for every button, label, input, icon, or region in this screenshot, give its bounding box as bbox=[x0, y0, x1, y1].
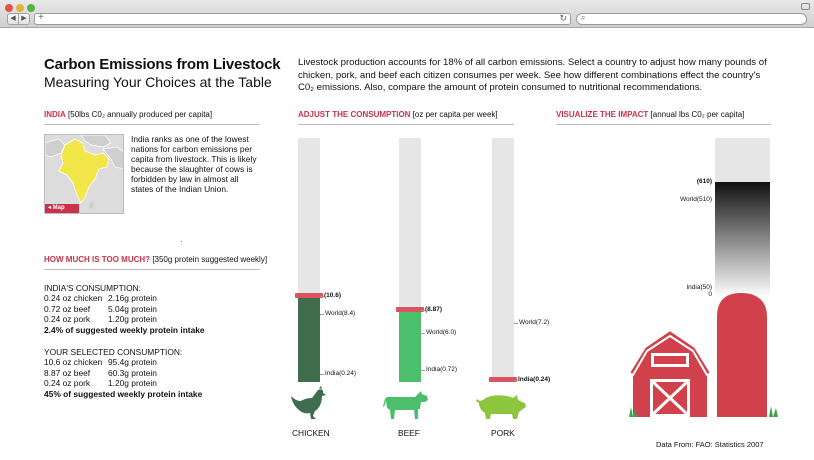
impact-zero-label: 0 bbox=[708, 291, 712, 298]
intro-text: Livestock production accounts for 18% of… bbox=[298, 57, 767, 93]
cow-icon bbox=[383, 391, 428, 419]
protein-heading-note: [350g protein suggested weekly] bbox=[152, 255, 268, 264]
beef-world-tick bbox=[421, 333, 425, 335]
chicken-india-label: India(0.24) bbox=[325, 370, 357, 378]
beef-label: BEEF bbox=[398, 428, 420, 438]
chicken-slider-handle[interactable] bbox=[295, 292, 323, 298]
impact-fill bbox=[715, 181, 770, 297]
data-credit: Data From: FAO: Statistics 2007 bbox=[656, 440, 764, 449]
page-content: Carbon Emissions from Livestock Measurin… bbox=[0, 29, 814, 460]
beef-slider-handle[interactable] bbox=[396, 306, 424, 312]
impact-heading-title: VISUALIZE THE IMPACT bbox=[556, 110, 649, 119]
adjust-heading: ADJUST THE CONSUMPTION [oz per capita pe… bbox=[298, 110, 514, 125]
pork-world-tick bbox=[514, 323, 518, 325]
list-item: 0.24 oz pork 1.20g protein bbox=[44, 378, 157, 389]
country-consumption-title: INDIA'S CONSUMPTION: bbox=[44, 283, 141, 293]
beef-india-label: India(0.72) bbox=[426, 366, 458, 374]
beef-value-tick bbox=[421, 309, 425, 311]
chicken-value-tick bbox=[320, 295, 324, 297]
chicken-label: CHICKEN bbox=[292, 428, 330, 438]
adjust-heading-title: ADJUST THE CONSUMPTION bbox=[298, 110, 411, 119]
divider-dot bbox=[181, 241, 182, 242]
list-item: 0.24 oz pork 1.20g protein bbox=[44, 314, 157, 325]
page-subtitle: Measuring Your Choices at the Table bbox=[44, 74, 272, 90]
country-map[interactable]: ◂ Map bbox=[44, 134, 124, 214]
selected-protein-summary: 45% of suggested weekly protein intake bbox=[44, 388, 203, 399]
barn-icon bbox=[627, 293, 778, 417]
impact-world-label: World(510) bbox=[679, 196, 712, 204]
protein-heading-title: HOW MUCH IS TOO MUCH? bbox=[44, 255, 151, 264]
search-icon: ⌕ bbox=[581, 13, 586, 22]
chicken-world-tick bbox=[320, 313, 324, 315]
pork-label: PORK bbox=[491, 428, 515, 438]
impact-value-label: (610) bbox=[696, 177, 712, 185]
add-bookmark-icon[interactable]: + bbox=[38, 12, 44, 23]
impact-heading-note: [annual lbs C0₂ per capita] bbox=[650, 110, 745, 119]
pork-world-label: World(7.2) bbox=[519, 319, 550, 327]
protein-heading: HOW MUCH IS TOO MUCH? [350g protein sugg… bbox=[44, 255, 267, 270]
list-item: 10.6 oz chicken 95.4g protein bbox=[44, 357, 157, 368]
pork-value-label: India(0.24) bbox=[518, 376, 551, 384]
selected-consumption: YOUR SELECTED CONSUMPTION: 10.6 oz chick… bbox=[44, 347, 202, 399]
forward-button[interactable]: ▶ bbox=[18, 13, 30, 25]
pork-slider-handle[interactable] bbox=[489, 377, 517, 383]
chicken-icon bbox=[291, 386, 326, 419]
page-title: Carbon Emissions from Livestock bbox=[44, 56, 281, 73]
country-name: INDIA bbox=[44, 110, 66, 119]
list-item: 0.24 oz chicken 2.16g protein bbox=[44, 293, 157, 304]
close-window-button[interactable] bbox=[5, 4, 13, 12]
selected-consumption-title: YOUR SELECTED CONSUMPTION: bbox=[44, 347, 183, 357]
pork-value-tick bbox=[514, 380, 518, 382]
pig-icon bbox=[476, 395, 526, 419]
beef-slider-fill bbox=[399, 309, 421, 382]
impact-heading: VISUALIZE THE IMPACT [annual lbs C0₂ per… bbox=[556, 110, 771, 125]
india-map-icon bbox=[45, 135, 123, 213]
country-protein-summary: 2.4% of suggested weekly protein intake bbox=[44, 324, 205, 335]
country-description: India ranks as one of the lowest nations… bbox=[131, 134, 257, 194]
list-item: 8.87 oz beef 60.3g protein bbox=[44, 367, 157, 378]
address-bar[interactable]: + ↻ bbox=[34, 12, 571, 25]
pork-slider-track[interactable] bbox=[492, 138, 514, 382]
impact-india-label: India(50) bbox=[686, 283, 712, 291]
adjust-heading-note: [oz per capita per week] bbox=[412, 110, 498, 119]
chicken-slider-fill bbox=[298, 295, 320, 382]
country-heading: INDIA [50lbs C0₂ annually produced per c… bbox=[44, 110, 260, 125]
chicken-world-label: World(8.4) bbox=[325, 309, 356, 317]
browser-toolbar: ◀ ▶ + ↻ ⌕ bbox=[0, 0, 814, 28]
chicken-india-tick bbox=[320, 374, 324, 376]
chicken-value-label: (10.6) bbox=[324, 291, 341, 299]
country-consumption: INDIA'S CONSUMPTION: 0.24 oz chicken 2.16… bbox=[44, 283, 205, 335]
minimize-window-button[interactable] bbox=[16, 4, 24, 12]
search-field[interactable]: ⌕ bbox=[576, 13, 807, 25]
toolbar-toggle-button[interactable] bbox=[801, 3, 810, 10]
list-item: 0.72 oz beef 5.04g protein bbox=[44, 303, 157, 314]
country-note: [50lbs C0₂ annually produced per capita] bbox=[68, 110, 213, 119]
beef-india-tick bbox=[421, 370, 425, 372]
reload-icon[interactable]: ↻ bbox=[559, 13, 567, 23]
beef-world-label: World(6.0) bbox=[426, 329, 457, 337]
beef-value-label: (8.87) bbox=[425, 305, 442, 313]
map-button[interactable]: ◂ Map bbox=[45, 204, 79, 213]
zoom-window-button[interactable] bbox=[27, 4, 35, 12]
